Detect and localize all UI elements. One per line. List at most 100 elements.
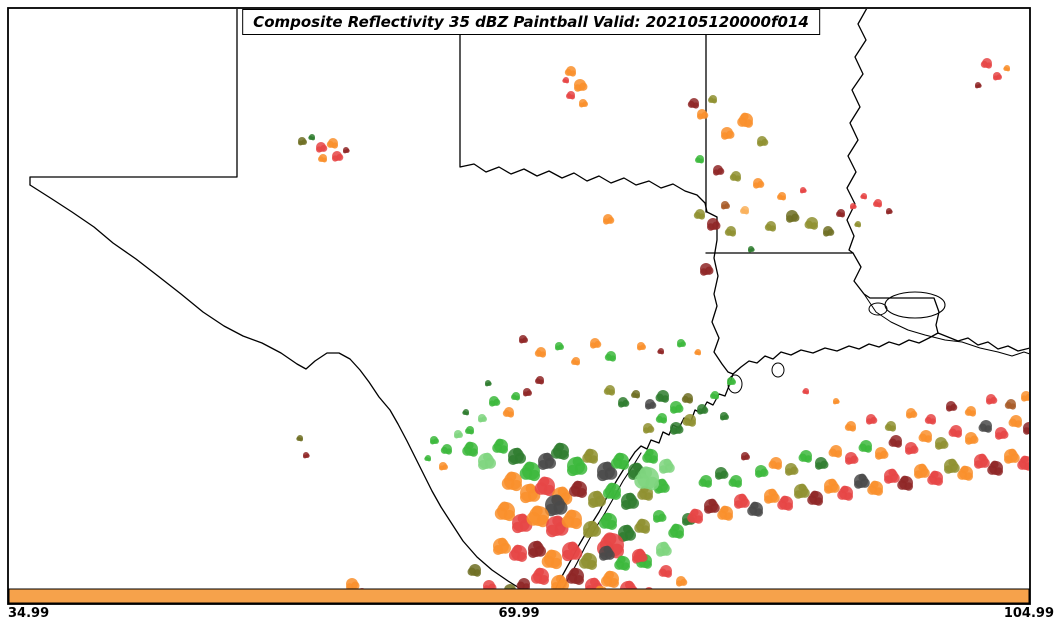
paintball-blob	[599, 512, 617, 530]
lake-calcasieu	[771, 362, 785, 378]
paintball-blob	[737, 112, 753, 128]
paintball-blob	[465, 426, 474, 435]
paintball-blob	[535, 376, 544, 385]
paintball-blob	[566, 91, 575, 100]
border-texas-arkansas-louisiana-sabine	[706, 211, 734, 375]
paintball-blob	[579, 99, 588, 108]
paintball-blob	[854, 221, 861, 228]
paintball-blob	[717, 505, 733, 521]
paintball-blob	[670, 422, 684, 435]
paintball-blob	[657, 348, 664, 355]
paintball-blob	[755, 465, 769, 478]
paintball-blob	[658, 565, 672, 578]
colorbar	[8, 588, 1030, 604]
paintball-blob	[677, 339, 686, 348]
paintball-blob	[653, 510, 667, 523]
paintball-blob	[844, 421, 857, 432]
paintball-blob	[753, 178, 765, 189]
paintball-blob	[676, 576, 688, 587]
paintball-blob	[519, 461, 541, 482]
paintball-blob	[837, 485, 853, 501]
paintball-blob	[566, 567, 584, 585]
paintball-blob	[590, 338, 602, 349]
paintball-blob	[493, 537, 511, 555]
paintball-blob	[734, 493, 750, 509]
lake-maurepas	[868, 302, 888, 316]
paintball-blob	[707, 218, 721, 231]
paintball-blob	[603, 482, 621, 500]
paintball-blob	[618, 397, 630, 408]
colorbar-tick-center: 69.99	[498, 606, 540, 621]
border-rio-grande	[29, 184, 549, 603]
paintball-blob	[308, 134, 315, 141]
paintball-blob	[764, 488, 780, 504]
paintball-blob	[918, 430, 932, 443]
paintball-blob	[1023, 422, 1029, 435]
river-mississippi-arkansas	[846, 9, 868, 254]
paintball-blob	[296, 435, 303, 442]
title-box: Composite Reflectivity 35 dBZ Paintball …	[242, 9, 820, 35]
paintball-blob	[995, 427, 1009, 440]
paintball-blob	[562, 541, 583, 562]
paintball-blob	[777, 192, 786, 201]
paintball-blob	[833, 398, 840, 405]
paintball-blob	[531, 567, 549, 585]
paintball-blob	[695, 155, 704, 164]
paintball-blob	[511, 392, 520, 401]
paintball-blob	[621, 492, 640, 510]
coastline-gulf	[547, 332, 1029, 603]
paintball-blob	[467, 564, 481, 577]
paintball-blob	[597, 461, 618, 482]
paintball-blob	[1004, 448, 1020, 464]
paintball-blob	[980, 58, 993, 69]
paintball-blob	[478, 414, 488, 423]
paintball-blob	[1017, 455, 1029, 471]
paintball-blob	[786, 210, 800, 223]
paintball-blob	[551, 574, 570, 592]
paintball-blob	[687, 508, 703, 524]
paintball-blob	[807, 490, 823, 506]
paintball-blob	[655, 413, 668, 424]
paintball-blob	[946, 401, 958, 412]
paintball-blob	[975, 82, 982, 89]
paintball-blob	[854, 473, 870, 489]
paintball-blob	[454, 430, 464, 439]
paintball-blob	[611, 452, 629, 470]
paintball-blob	[798, 450, 812, 463]
paintball-blob	[713, 165, 725, 176]
paintball-blob	[439, 462, 449, 471]
paintball-blob	[948, 425, 962, 438]
paintball-blob	[681, 393, 694, 404]
paintball-blob	[924, 414, 937, 425]
map-frame	[7, 7, 1031, 605]
paintball-blob	[634, 466, 659, 491]
paintball-blob	[1021, 391, 1029, 402]
paintball-blob	[957, 465, 973, 481]
paintball-blob	[603, 214, 615, 225]
paintball-blob	[728, 475, 742, 488]
paintball-blob	[634, 518, 650, 534]
paintball-blob	[704, 498, 720, 514]
paintball-blob	[462, 441, 479, 457]
paintball-blob	[303, 452, 310, 459]
paintball-blob	[508, 447, 527, 465]
paintball-blob	[700, 263, 714, 276]
paintball-blob	[541, 549, 563, 570]
paintball-blob	[478, 452, 496, 470]
paintball-blob	[729, 171, 742, 182]
paintball-blob	[569, 480, 587, 498]
paintball-blob	[828, 445, 842, 458]
paintball-blob	[858, 440, 872, 453]
paintball-blob	[697, 109, 709, 120]
paintball-blob	[670, 401, 684, 414]
paintball-blob	[906, 408, 918, 419]
paintball-blob	[298, 137, 308, 146]
figure-title: Composite Reflectivity 35 dBZ Paintball …	[253, 13, 809, 31]
paintball-blob	[520, 483, 541, 504]
paintball-blob	[318, 154, 327, 163]
paintball-blob	[642, 448, 658, 464]
paintball-blob	[974, 453, 990, 469]
paintball-blob	[682, 414, 696, 427]
paintball-blob	[757, 136, 769, 147]
paintball-blob	[884, 468, 900, 484]
